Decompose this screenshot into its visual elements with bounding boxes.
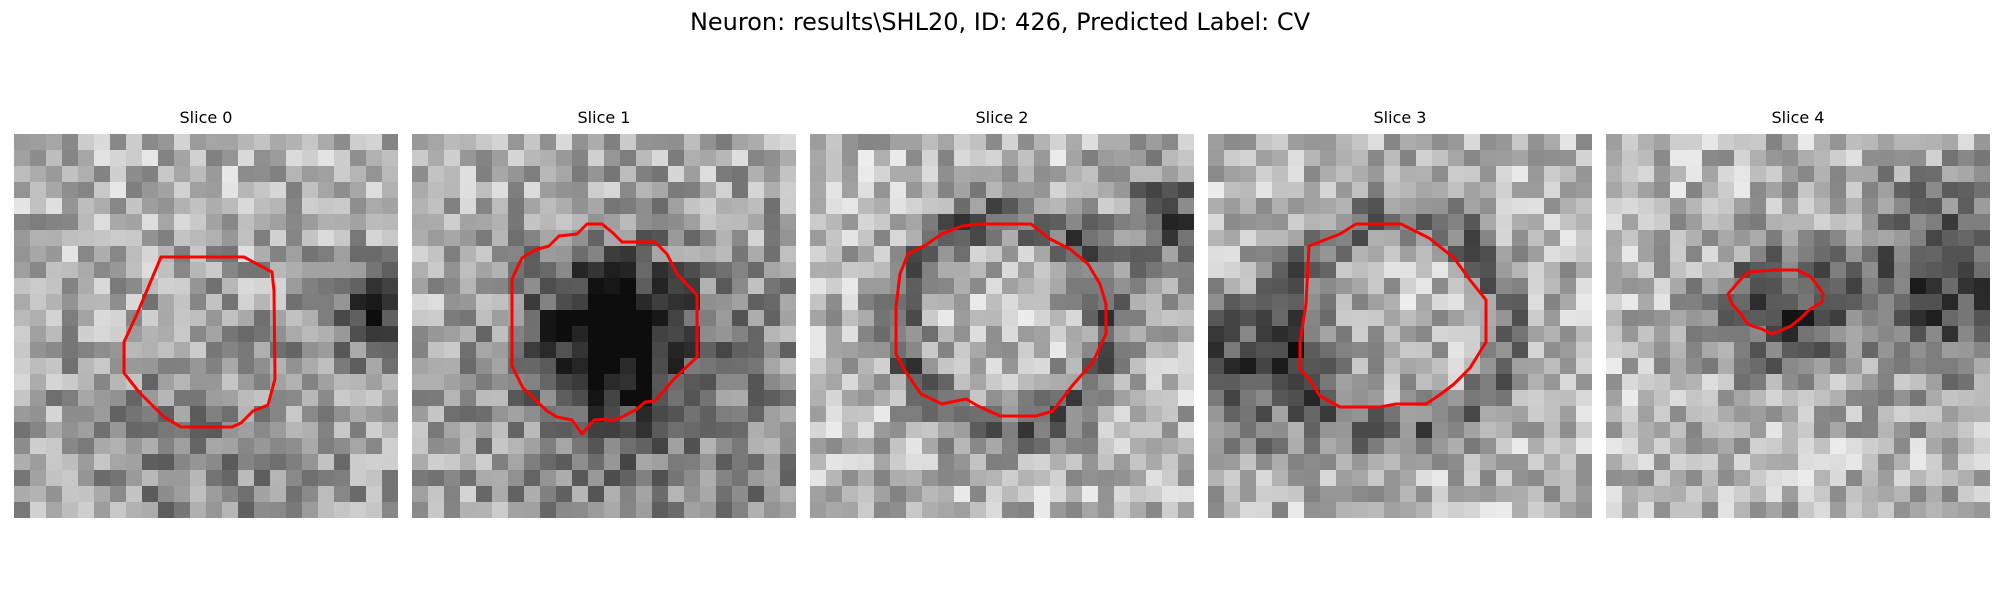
slice-title-3: Slice 3	[1208, 108, 1592, 128]
slice-panel-2: Slice 2	[810, 106, 1194, 526]
slice-panel-0: Slice 0	[14, 106, 398, 526]
slice-pixels-2	[810, 134, 1194, 518]
slice-title-1: Slice 1	[412, 108, 796, 128]
slice-title-0: Slice 0	[14, 108, 398, 128]
slice-image-4	[1606, 134, 1990, 518]
figure-title: Neuron: results\SHL20, ID: 426, Predicte…	[0, 8, 2000, 36]
slice-panel-4: Slice 4	[1606, 106, 1990, 526]
slice-image-0	[14, 134, 398, 518]
slice-panel-3: Slice 3	[1208, 106, 1592, 526]
slice-pixels-1	[412, 134, 796, 518]
slice-panel-1: Slice 1	[412, 106, 796, 526]
slice-pixels-4	[1606, 134, 1990, 518]
slice-image-3	[1208, 134, 1592, 518]
slice-title-2: Slice 2	[810, 108, 1194, 128]
slice-image-1	[412, 134, 796, 518]
slice-pixels-0	[14, 134, 398, 518]
slice-image-2	[810, 134, 1194, 518]
slice-title-4: Slice 4	[1606, 108, 1990, 128]
slice-pixels-3	[1208, 134, 1592, 518]
